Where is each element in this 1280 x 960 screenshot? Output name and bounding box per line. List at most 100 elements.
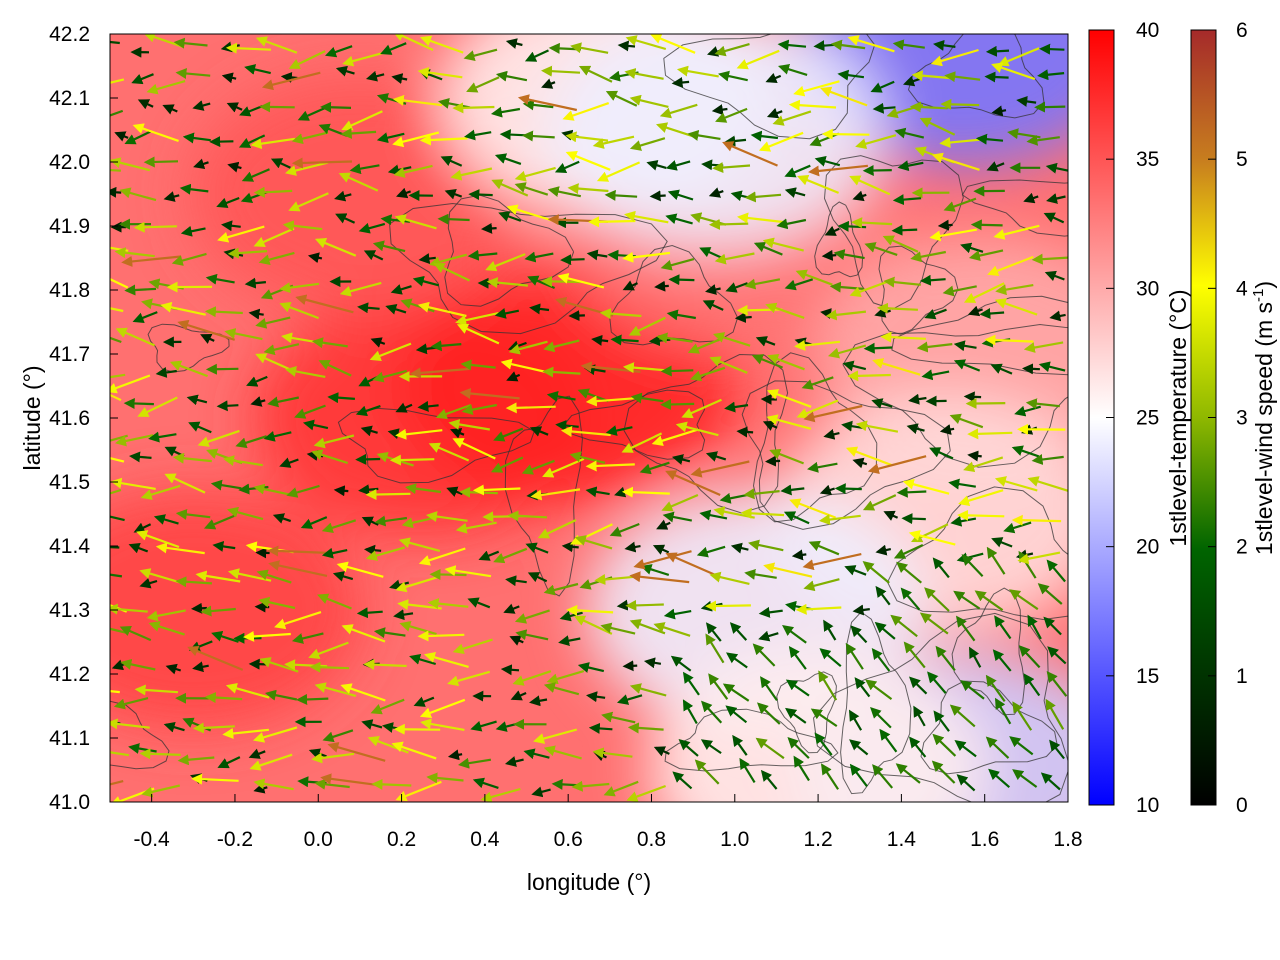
wind-vector [1012, 701, 1033, 731]
wind-vector [132, 311, 158, 323]
wind-vector [224, 328, 263, 341]
wind-vector [548, 42, 582, 54]
wind-vector [604, 189, 638, 201]
wind-vector [874, 621, 896, 640]
wind-vector [927, 671, 947, 694]
wind-vector [317, 593, 352, 610]
wind-vector [514, 182, 549, 196]
x-tick-label: 1.4 [887, 828, 917, 851]
wind-vector [498, 211, 522, 222]
wind-vector [909, 736, 927, 758]
wind-vector [784, 164, 811, 178]
wind-vector [929, 447, 954, 460]
wind-vector [652, 544, 670, 555]
wind-colorbar: 0 1 2 3 4 5 6 1stlevel-wind speed (m s-1) [1190, 19, 1277, 817]
wind-vector [459, 486, 498, 498]
wind-vector [335, 65, 355, 77]
temperature-colorbar-tick-label: 15 [1136, 665, 1159, 688]
wind-vector [248, 658, 267, 670]
wind-colorbar-label-main: 1stlevel-wind speed (m s [1251, 302, 1277, 555]
wind-vector [186, 394, 208, 406]
wind-vector [241, 168, 270, 182]
wind-vector [372, 240, 406, 253]
wind-vector [110, 109, 124, 117]
wind-vector [984, 71, 1009, 83]
wind-vector [588, 216, 636, 228]
contour-line [842, 323, 1068, 468]
wind-vector [893, 544, 924, 559]
wind-vector [626, 784, 666, 802]
wind-vector [628, 316, 666, 336]
wind-vector [855, 134, 897, 150]
wind-vector [668, 274, 695, 286]
wind-vector [605, 425, 633, 436]
wind-vector [217, 756, 241, 769]
wind-vector [311, 337, 348, 349]
wind-vector [671, 454, 691, 465]
wind-vector [931, 152, 980, 171]
wind-vector [478, 550, 500, 561]
wind-vector [349, 163, 380, 175]
wind-vector [302, 419, 329, 431]
wind-vector [253, 483, 291, 496]
wind-vector [182, 132, 211, 144]
wind-vector [340, 127, 377, 139]
wind-vector [204, 692, 243, 704]
wind-vector [332, 571, 354, 582]
wind-vector [560, 426, 611, 437]
wind-vector [191, 773, 239, 785]
wind-vector [986, 161, 1005, 172]
wind-vector [882, 235, 919, 253]
wind-vector [736, 49, 780, 70]
wind-vector [640, 564, 670, 576]
wind-vector [521, 459, 555, 475]
wind-vector [819, 648, 842, 668]
wind-vector [279, 301, 319, 320]
wind-vector [845, 642, 864, 670]
x-tick-label: 0.8 [637, 828, 666, 851]
wind-vector [651, 428, 699, 447]
wind-vector [121, 255, 182, 267]
wind-vector [574, 535, 613, 550]
wind-vector [363, 659, 407, 671]
wind-vector [785, 679, 810, 697]
wind-vector [370, 698, 405, 715]
wind-vector [193, 158, 209, 170]
wind-vector [455, 312, 499, 326]
wind-vector [957, 509, 1005, 521]
wind-vector [708, 218, 749, 230]
wind-vector [155, 542, 205, 555]
wind-vector [1049, 310, 1066, 322]
wind-vector [949, 704, 976, 728]
wind-vector [314, 237, 357, 257]
wind-vector [365, 70, 385, 82]
wind-vector [557, 273, 605, 289]
wind-vector [268, 560, 328, 577]
wind-vector [935, 645, 956, 672]
wind-vector [725, 705, 748, 724]
wind-vector [570, 42, 609, 54]
wind-vector [192, 722, 235, 734]
wind-vector [724, 401, 749, 413]
wind-vector [385, 304, 407, 315]
wind-vector [390, 284, 412, 295]
wind-vector [785, 707, 807, 724]
y-tick-label: 41.3 [49, 599, 90, 622]
wind-vector [567, 183, 609, 195]
y-tick-label: 41.1 [49, 727, 90, 750]
wind-vector [833, 249, 865, 260]
wind-vector [263, 431, 292, 442]
wind-vectors [110, 34, 1068, 802]
wind-vector [530, 488, 581, 501]
wind-vector [924, 587, 950, 612]
wind-vector [629, 683, 667, 697]
wind-vector [718, 70, 748, 82]
wind-vector [119, 625, 152, 642]
wind-vector [601, 711, 636, 724]
wind-vector [505, 575, 527, 587]
wind-vector [906, 423, 925, 435]
wind-vector [661, 493, 699, 512]
wind-vector [1047, 646, 1067, 665]
wind-vector [748, 539, 784, 552]
wind-vector [777, 39, 807, 51]
